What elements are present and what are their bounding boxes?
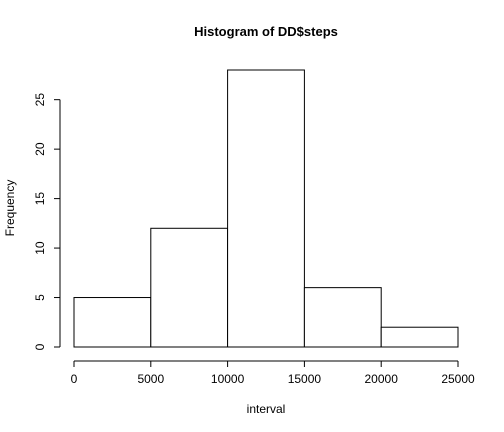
x-tick-label: 20000 [365, 372, 399, 386]
y-tick-label: 15 [33, 192, 47, 206]
chart-title: Histogram of DD$steps [194, 24, 338, 39]
x-tick-label: 10000 [211, 372, 245, 386]
histogram-bar-0 [73, 297, 152, 348]
x-axis: 0 5000 10000 15000 20000 25000 [71, 360, 475, 386]
x-tick-label: 0 [71, 372, 78, 386]
bars-group [73, 69, 459, 348]
y-tick-label: 10 [33, 241, 47, 255]
histogram-bar-3 [303, 287, 382, 348]
histogram-bar-2 [227, 69, 305, 348]
x-tick-label: 25000 [441, 372, 475, 386]
y-axis-label: Frequency [3, 180, 17, 237]
x-axis-label: interval [247, 402, 286, 416]
x-tick-label: 15000 [288, 372, 322, 386]
histogram-bar-4 [380, 326, 459, 348]
x-tick-label: 5000 [137, 372, 164, 386]
y-tick-label: 25 [33, 93, 47, 107]
y-tick-label: 0 [33, 343, 47, 350]
y-tick-label: 20 [33, 142, 47, 156]
y-axis: 0 5 10 15 20 25 [33, 93, 61, 350]
y-tick-label: 5 [33, 294, 47, 301]
histogram-bar-1 [150, 227, 229, 348]
